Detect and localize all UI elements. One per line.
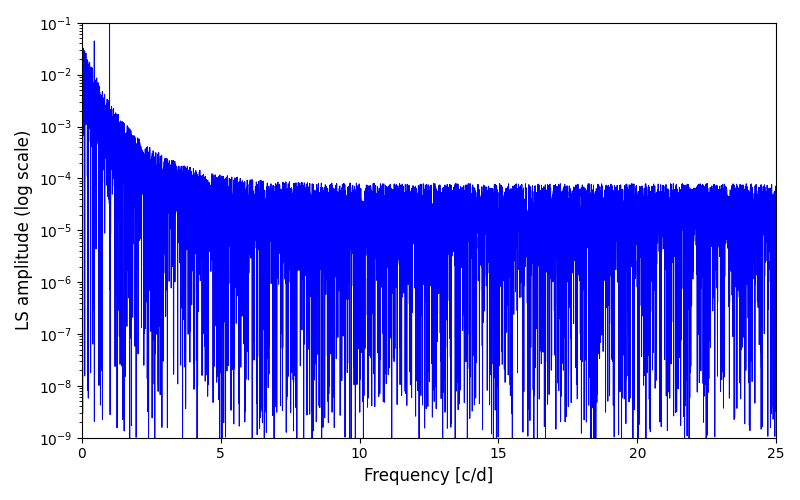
X-axis label: Frequency [c/d]: Frequency [c/d] (364, 467, 494, 485)
Y-axis label: LS amplitude (log scale): LS amplitude (log scale) (15, 130, 33, 330)
